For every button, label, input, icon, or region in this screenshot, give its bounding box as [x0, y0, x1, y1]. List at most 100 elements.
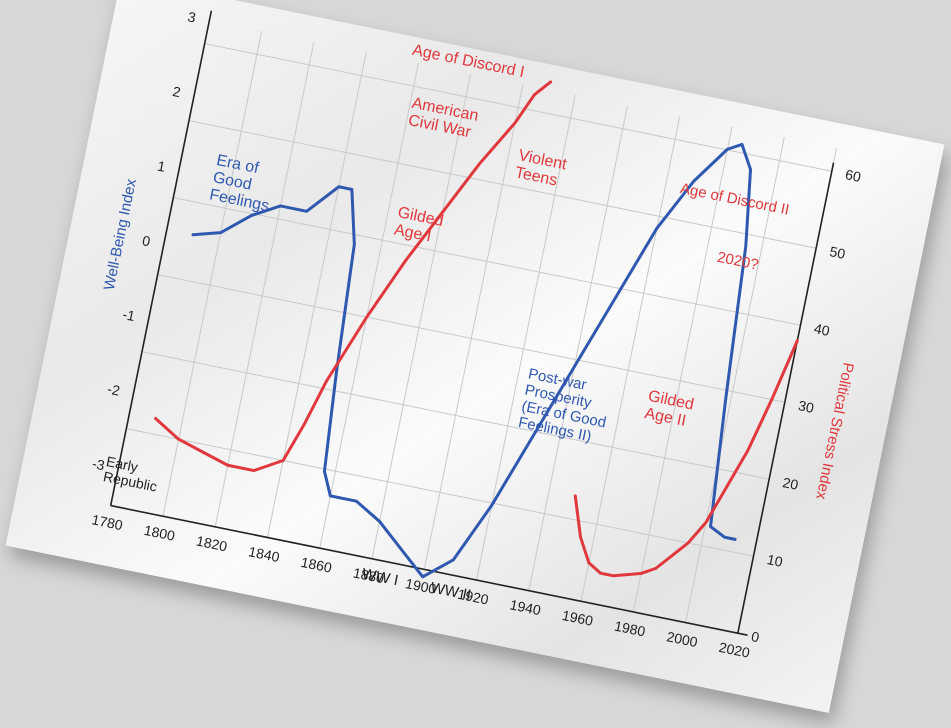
- y-right-tick-label: 60: [844, 166, 863, 185]
- crumpled-paper: 1780 1800 1820 1840 1860 1880 1900 1920 1940 1960…: [5, 0, 945, 713]
- data-point: [323, 470, 326, 473]
- annotation-label: ViolentTeens: [513, 147, 568, 191]
- annotation-label: AmericanCivil War: [407, 95, 480, 142]
- data-point: [226, 463, 230, 467]
- x-tick-label: 1960: [561, 607, 595, 629]
- y-left-axis-title: Well-Being Index: [101, 177, 140, 292]
- grid-line-horizontal: [141, 351, 770, 480]
- data-point: [350, 188, 354, 191]
- x-tick-label: 1940: [509, 596, 543, 618]
- annotation-label: 2020?: [716, 249, 760, 274]
- data-point: [490, 504, 493, 507]
- data-point: [355, 499, 358, 503]
- grid-line-vertical: [423, 84, 524, 570]
- right-axis: [737, 162, 835, 634]
- grid-line-horizontal: [157, 274, 785, 403]
- grid-line-vertical: [580, 116, 681, 602]
- data-point: [177, 437, 180, 441]
- y-left-tick-label: 1: [156, 158, 167, 175]
- grid-line-vertical: [632, 126, 733, 613]
- series-line-political-stress: [573, 339, 799, 578]
- data-point: [252, 469, 256, 472]
- annotation-label: GildedAge II: [643, 388, 695, 431]
- x-tick-label: 1980: [613, 618, 647, 640]
- y-right-tick-label: 20: [781, 474, 800, 493]
- y-right-tick-label: 40: [813, 320, 832, 339]
- y-left-tick-label: 2: [171, 83, 182, 100]
- grid-line-vertical: [319, 62, 419, 549]
- data-point: [337, 185, 341, 189]
- data-point: [365, 315, 369, 319]
- grid-line-horizontal: [188, 120, 817, 249]
- series-line-well-being: [191, 142, 753, 579]
- annotation-label: GildedAge I: [393, 204, 445, 247]
- data-point: [639, 572, 643, 575]
- data-point: [335, 371, 338, 375]
- data-point: [726, 147, 729, 151]
- data-point: [250, 214, 253, 217]
- x-tick-label: 1780: [90, 511, 124, 533]
- grid-line-horizontal: [126, 428, 754, 557]
- annotation-label: Era ofGoodFeelings: [208, 152, 278, 215]
- data-point: [746, 449, 750, 453]
- y-right-tick-label: 30: [797, 397, 816, 416]
- annotation-label: WW II: [429, 579, 472, 604]
- y-left-tick-label: 3: [186, 8, 197, 25]
- data-point: [733, 538, 737, 541]
- data-point: [421, 575, 425, 579]
- data-point: [302, 423, 306, 426]
- data-point: [404, 259, 407, 263]
- data-point: [531, 434, 535, 438]
- data-point: [725, 485, 729, 488]
- annotation-label: EarlyRepublic: [102, 453, 162, 495]
- data-point: [612, 574, 615, 578]
- data-point: [587, 561, 591, 565]
- grid-line-vertical: [214, 41, 315, 527]
- data-point: [704, 521, 708, 524]
- data-point: [573, 365, 576, 369]
- data-point: [441, 210, 444, 214]
- data-point: [770, 398, 774, 401]
- grid-line-horizontal: [173, 197, 801, 326]
- y-left-tick-label: -3: [91, 455, 107, 473]
- data-point: [614, 296, 617, 299]
- data-point: [655, 226, 659, 230]
- grid-line-vertical: [371, 73, 472, 559]
- data-point: [723, 535, 726, 539]
- x-tick-label: 2000: [665, 628, 699, 650]
- left-axis: [109, 10, 213, 506]
- data-point: [378, 520, 381, 523]
- data-point: [201, 450, 205, 454]
- data-point: [281, 459, 285, 462]
- data-point: [686, 541, 690, 545]
- data-point: [325, 379, 328, 383]
- data-point: [154, 417, 157, 420]
- x-tick-label: 1900: [404, 575, 438, 597]
- data-point: [478, 162, 481, 166]
- data-point: [749, 168, 752, 171]
- x-tick-label: 1860: [299, 554, 333, 576]
- data-point: [573, 494, 577, 498]
- data-point: [740, 143, 744, 146]
- data-point: [191, 233, 195, 237]
- data-point: [305, 209, 308, 213]
- annotation-label: Post-warProsperity(Era of GoodFeelings I…: [517, 365, 614, 447]
- data-point: [452, 558, 455, 562]
- grid-line-vertical: [685, 137, 785, 623]
- chart: 1780 1800 1820 1840 1860 1880 1900 1920 1940 1960…: [90, 8, 863, 660]
- grid-line-vertical: [476, 94, 576, 581]
- data-point: [744, 244, 748, 248]
- grid-line-vertical: [266, 52, 367, 538]
- grid-line-vertical: [162, 31, 263, 517]
- data-point: [329, 494, 332, 498]
- data-point: [353, 243, 356, 246]
- grid-line-vertical: [528, 105, 628, 591]
- x-tick-label: 1800: [143, 522, 177, 544]
- y-right-tick-label: 0: [750, 628, 761, 645]
- data-point: [549, 80, 552, 84]
- x-axis: [110, 504, 748, 636]
- data-point: [670, 554, 674, 557]
- y-left-tick-label: 0: [141, 232, 152, 249]
- data-point: [399, 547, 403, 551]
